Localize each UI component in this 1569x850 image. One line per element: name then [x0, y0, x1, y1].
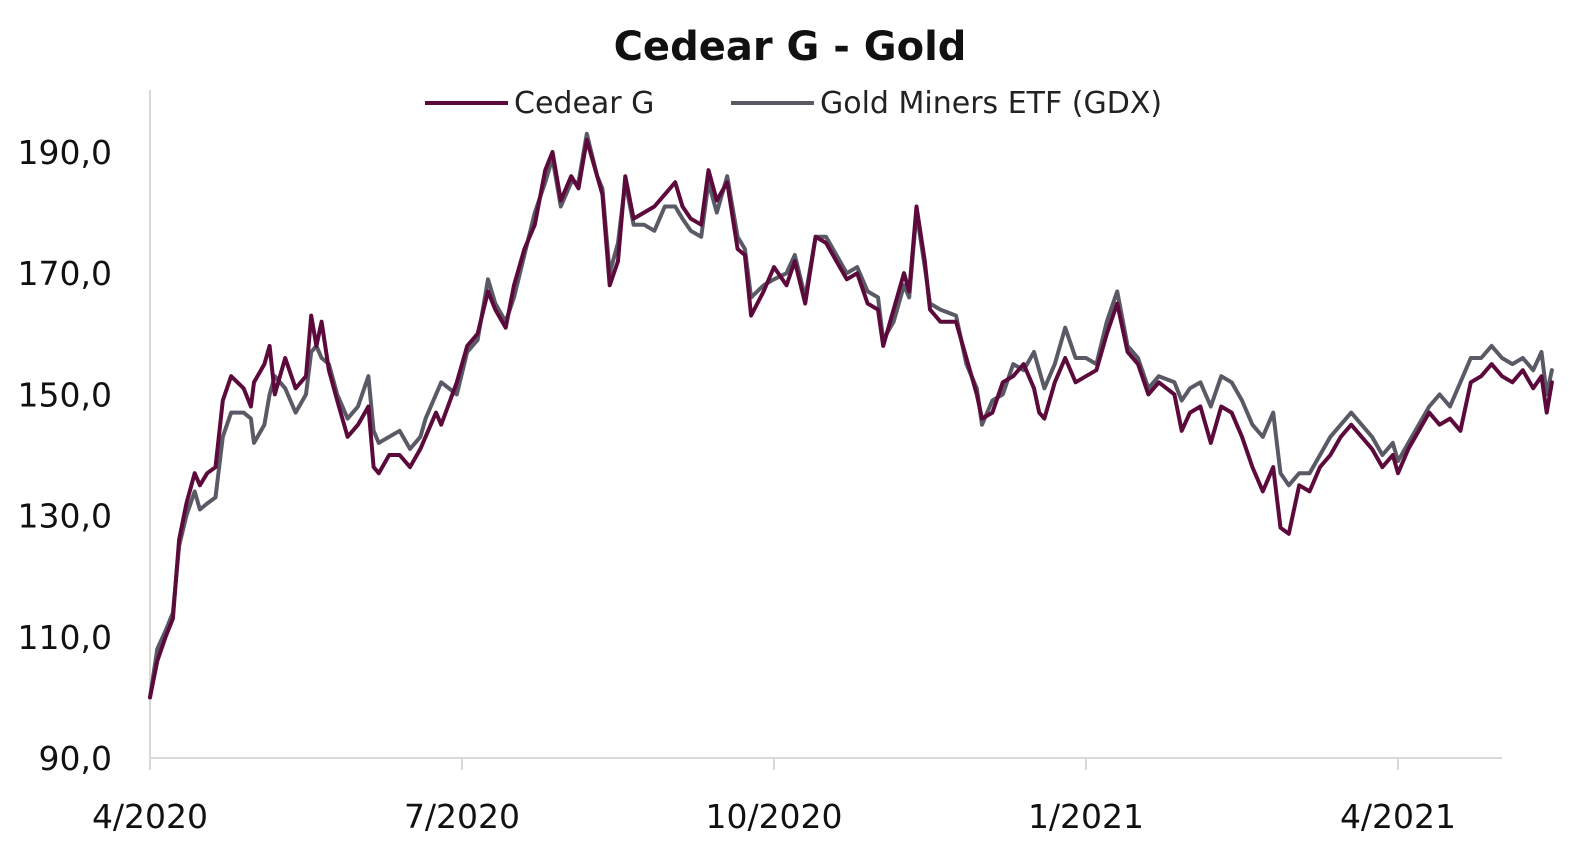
x-tick-label: 4/2021 [1340, 797, 1456, 836]
series-line-cedear-g [148, 137, 1554, 700]
y-tick-label: 110,0 [18, 618, 112, 657]
legend-item-gdx: Gold Miners ETF (GDX) [731, 86, 1162, 121]
legend: Cedear G Gold Miners ETF (GDX) [425, 86, 1162, 121]
x-tick-label: 10/2020 [705, 797, 842, 836]
legend-label-cedear-g: Cedear G [514, 86, 654, 121]
series-layer [148, 131, 1554, 700]
legend-item-cedear-g: Cedear G [425, 86, 654, 121]
x-axis-ticks: 4/2020 7/2020 10/2020 1/2021 4/2021 [92, 758, 1456, 836]
x-tick-label: 1/2021 [1028, 797, 1144, 836]
y-tick-label: 130,0 [18, 497, 112, 536]
legend-label-gdx: Gold Miners ETF (GDX) [820, 86, 1162, 121]
y-tick-label: 90,0 [39, 739, 112, 778]
y-tick-label: 190,0 [18, 133, 112, 172]
y-tick-label: 150,0 [18, 375, 112, 414]
x-tick-label: 7/2020 [404, 797, 520, 836]
series-line-gdx [148, 131, 1554, 700]
x-tick-label: 4/2020 [92, 797, 208, 836]
chart-title: Cedear G - Gold [614, 24, 967, 70]
y-axis-ticks: 90,0 110,0 130,0 150,0 170,0 190,0 [18, 133, 112, 778]
y-tick-label: 170,0 [18, 254, 112, 293]
